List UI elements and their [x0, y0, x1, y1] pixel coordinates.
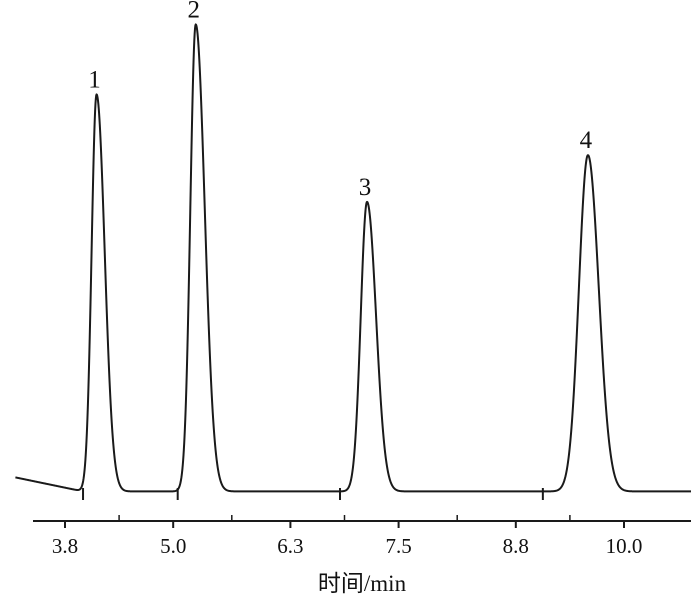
peak-label: 4: [580, 127, 593, 154]
peak-label: 3: [359, 174, 372, 201]
x-tick-label: 10.0: [606, 534, 643, 558]
x-axis-ticks: 3.8 5.0 6.3 7.5 8.8 10.0: [52, 515, 643, 558]
x-tick-label: 8.8: [503, 534, 529, 558]
chromatogram-trace: [14, 23, 692, 493]
peak-labels: 1 2 3 4: [88, 0, 592, 201]
x-tick-label: 5.0: [160, 534, 186, 558]
injection-markers: [82, 488, 544, 500]
x-axis-title: 时间/min: [318, 571, 407, 596]
peak-label: 2: [187, 0, 200, 23]
x-tick-label: 6.3: [277, 534, 303, 558]
peak-label: 1: [88, 66, 101, 93]
x-tick-label: 3.8: [52, 534, 78, 558]
x-tick-label: 7.5: [385, 534, 411, 558]
